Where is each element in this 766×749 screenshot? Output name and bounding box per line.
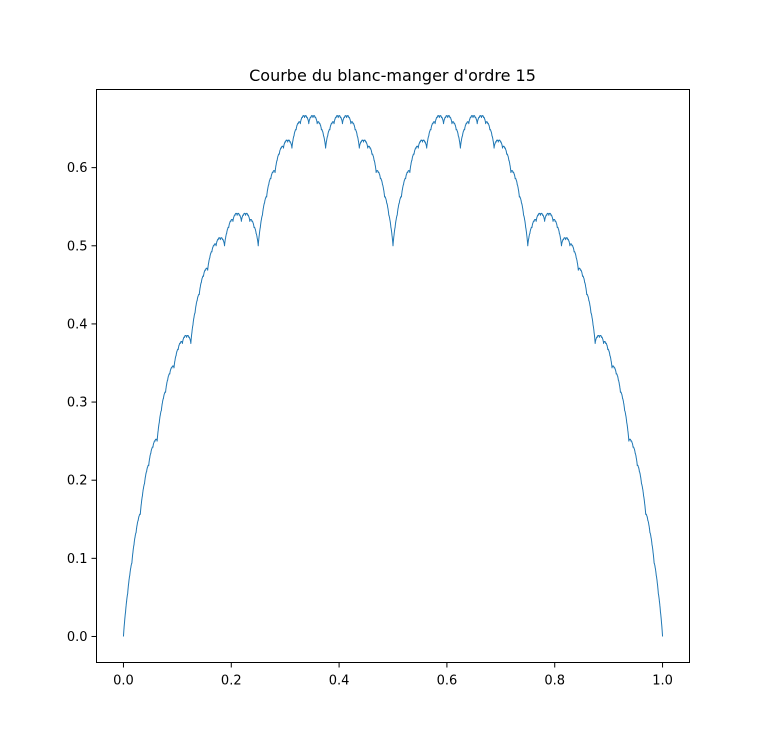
chart-title: Courbe du blanc-manger d'ordre 15 bbox=[249, 66, 536, 85]
y-tick-label: 0.4 bbox=[67, 317, 88, 332]
y-tick-label: 0.3 bbox=[67, 396, 88, 411]
axes-frame bbox=[96, 89, 690, 663]
x-tick-label: 0.8 bbox=[544, 674, 565, 689]
y-tick-label: 0.2 bbox=[67, 474, 88, 489]
curve-layer bbox=[122, 115, 664, 637]
x-axis: 0.0 0.2 0.4 0.6 0.8 1.0 bbox=[113, 662, 673, 689]
x-tick-label: 0.0 bbox=[113, 674, 134, 689]
x-tick-label: 1.0 bbox=[652, 674, 673, 689]
y-tick-label: 0.6 bbox=[67, 161, 88, 176]
y-tick-label: 0.5 bbox=[67, 239, 88, 254]
y-axis: 0.0 0.1 0.2 0.3 0.4 0.5 0.6 bbox=[67, 161, 97, 645]
blancmange-curve-line bbox=[122, 115, 664, 637]
y-tick-label: 0.1 bbox=[67, 552, 88, 567]
x-tick-label: 0.2 bbox=[221, 674, 242, 689]
x-tick-label: 0.4 bbox=[329, 674, 350, 689]
x-tick-label: 0.6 bbox=[437, 674, 458, 689]
y-tick-label: 0.0 bbox=[67, 630, 88, 645]
